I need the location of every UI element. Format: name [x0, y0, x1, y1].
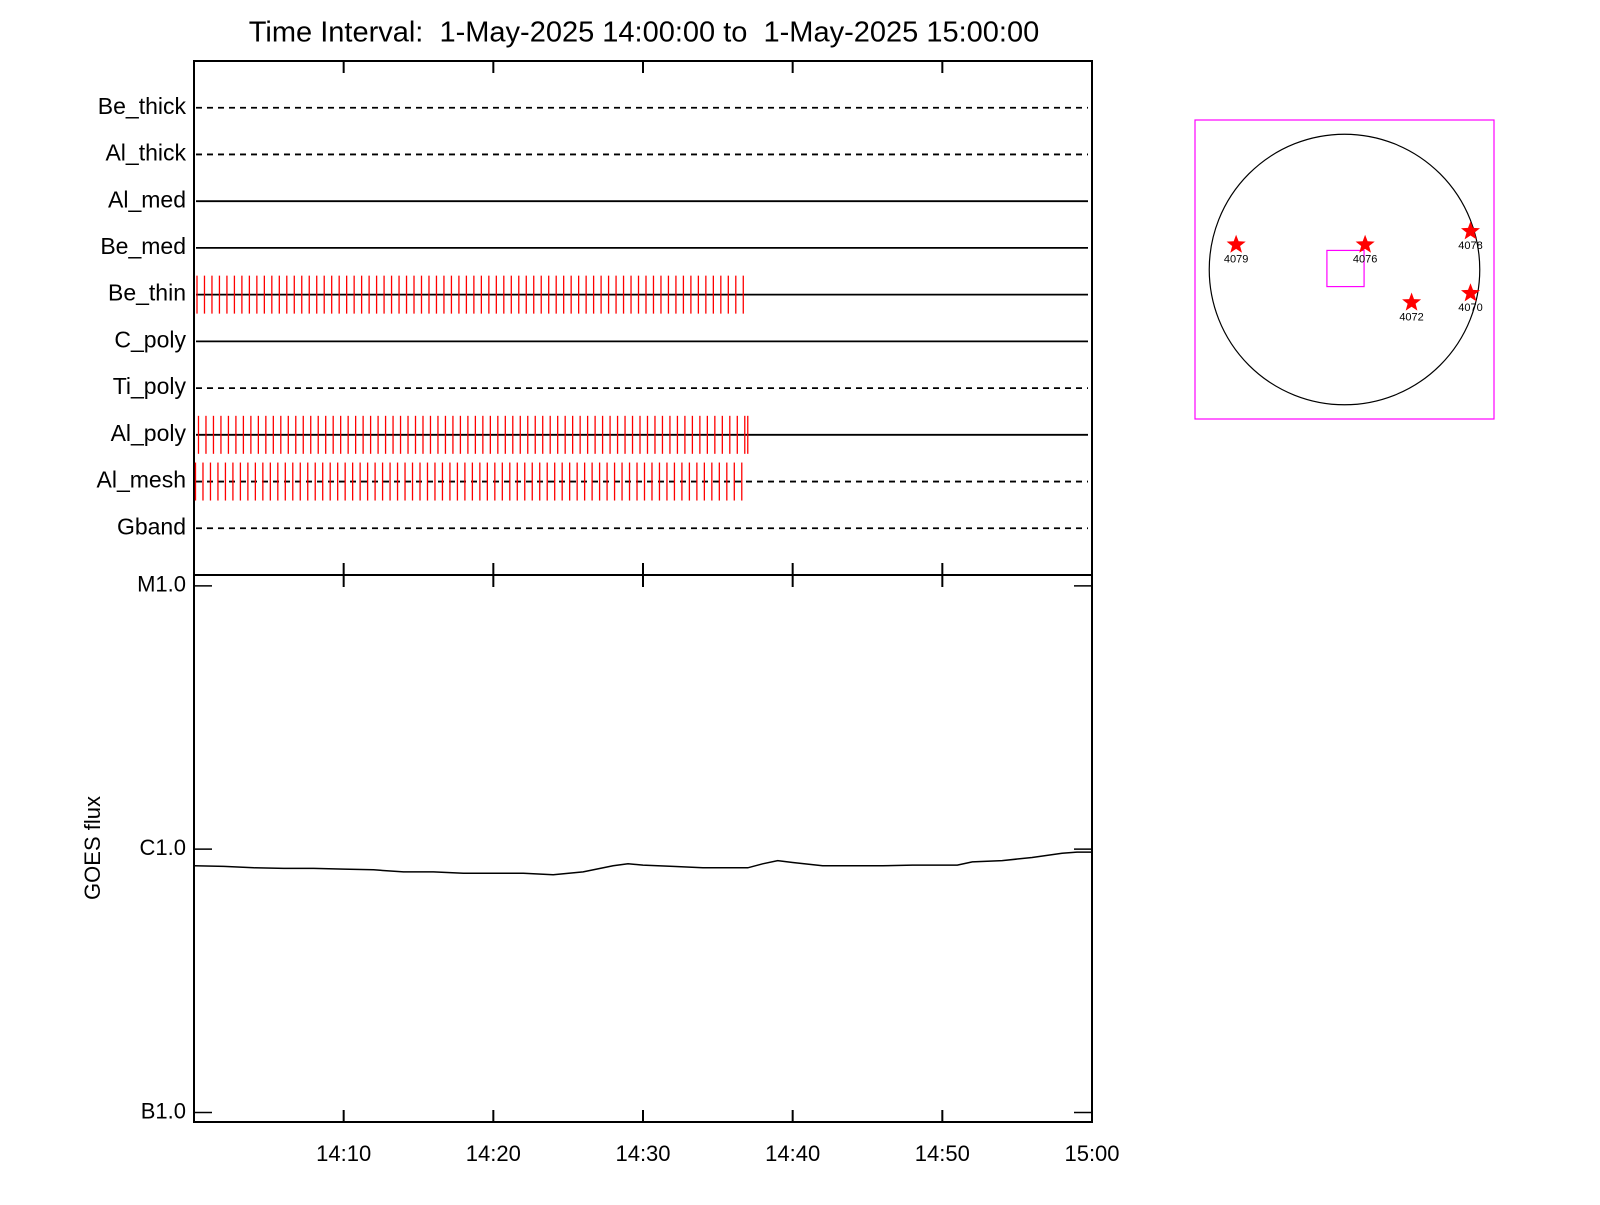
- row-label: Be_thin: [108, 280, 186, 306]
- region-star: [1461, 283, 1480, 302]
- row-label: Be_med: [100, 233, 186, 259]
- x-tick-label: 14:10: [316, 1141, 371, 1166]
- x-tick-label: 14:50: [915, 1141, 970, 1166]
- y-tick-label: C1.0: [140, 835, 186, 860]
- region-star: [1402, 292, 1422, 311]
- row-label: Gband: [117, 513, 186, 539]
- x-tick-label: 14:40: [765, 1141, 820, 1166]
- y-tick-label: B1.0: [141, 1098, 186, 1123]
- x-tick-label: 14:30: [615, 1141, 670, 1166]
- goes-curve: [193, 851, 1092, 876]
- chart-title: Time Interval: 1-May-2025 14:00:00 to 1-…: [249, 17, 1039, 49]
- region-label: 4076: [1353, 254, 1377, 266]
- map-frame: [1194, 119, 1495, 420]
- region-label: 4070: [1458, 302, 1482, 314]
- fov-box: [1326, 249, 1365, 288]
- y-tick-label: M1.0: [137, 572, 186, 597]
- row-label: C_poly: [114, 326, 186, 352]
- x-tick-label: 15:00: [1064, 1141, 1119, 1166]
- region-label: 4079: [1224, 254, 1248, 266]
- row-label: Al_thick: [105, 140, 186, 166]
- row-label: Al_med: [108, 186, 186, 212]
- region-star: [1461, 221, 1480, 240]
- y-axis-label: GOES flux: [80, 796, 105, 900]
- row-label: Be_thick: [98, 93, 187, 119]
- region-star: [1226, 234, 1246, 253]
- row-label: Al_poly: [111, 420, 187, 446]
- solar-limb: [1208, 133, 1481, 406]
- x-tick-label: 14:20: [466, 1141, 521, 1166]
- row-label: Al_mesh: [97, 467, 186, 493]
- row-label: Ti_poly: [113, 373, 187, 399]
- region-star: [1355, 234, 1375, 253]
- region-label: 4072: [1399, 311, 1423, 323]
- region-label: 4078: [1458, 240, 1482, 252]
